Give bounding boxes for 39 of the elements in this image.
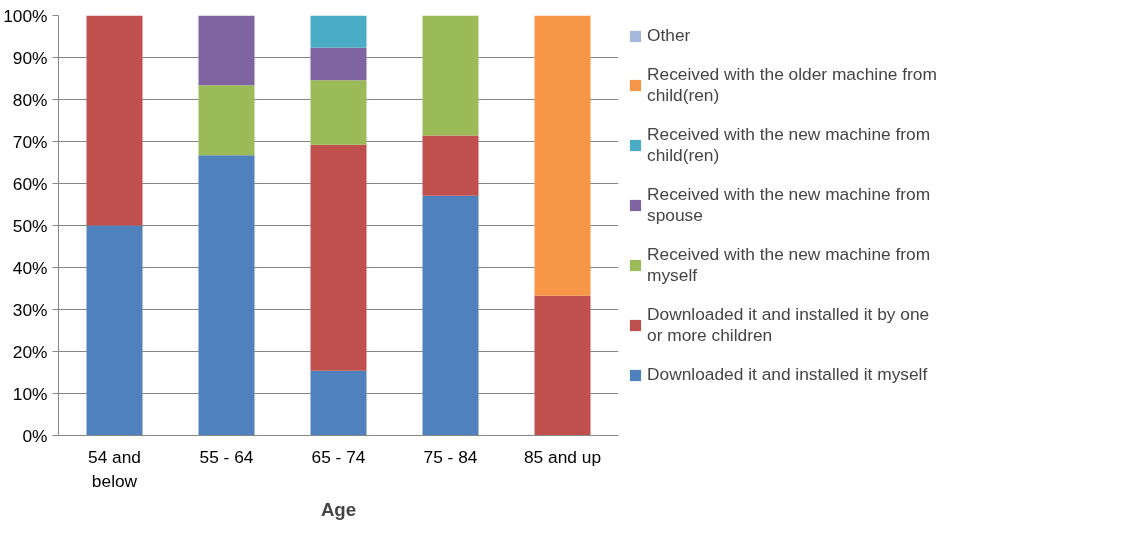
y-tick-label: 60%: [12, 173, 48, 194]
y-tick-label: 100%: [3, 5, 48, 26]
x-tick-label: 55 - 64: [199, 446, 254, 467]
legend-label: Received with the new machine from myself: [647, 244, 931, 286]
bar: [534, 15, 591, 296]
bar: [86, 225, 143, 436]
y-tick-label: 20%: [12, 341, 48, 362]
bar: [198, 155, 255, 436]
legend-label: Downloaded it and installed it by one or more children: [647, 304, 930, 346]
x-tick-label: 75 - 84: [423, 446, 478, 467]
legend-label: Received with the older machine from child(ren): [647, 64, 937, 106]
bar: [422, 135, 479, 196]
y-tick-label: 70%: [12, 131, 48, 152]
bar: [310, 80, 367, 145]
bar: [310, 144, 367, 371]
legend-label: Other: [647, 25, 691, 46]
y-tick-label: 40%: [12, 257, 48, 278]
bar: [198, 85, 255, 156]
y-tick-label: 80%: [12, 89, 48, 110]
bar: [422, 195, 479, 436]
bar: [310, 15, 367, 48]
bar: [534, 295, 591, 436]
x-tick-label: 85 and up: [523, 446, 602, 467]
bar: [422, 15, 479, 136]
legend-label: Received with the new machine from child(ren): [647, 124, 931, 166]
legend-label: Downloaded it and installed it myself: [647, 364, 928, 385]
x-axis-title: Age: [320, 498, 357, 520]
y-tick-label: 50%: [12, 215, 48, 236]
bar: [310, 370, 367, 436]
bar: [86, 15, 143, 226]
bar: [310, 47, 367, 81]
bar: [198, 15, 255, 86]
x-tick-label: 54 and below: [88, 446, 141, 491]
y-tick-label: 0%: [22, 425, 48, 446]
y-tick-label: 90%: [12, 47, 48, 68]
x-tick-label: 65 - 74: [311, 446, 366, 467]
y-tick-label: 30%: [12, 299, 48, 320]
legend-label: Received with the new machine from spouse: [647, 184, 931, 226]
y-tick-label: 10%: [12, 383, 48, 404]
